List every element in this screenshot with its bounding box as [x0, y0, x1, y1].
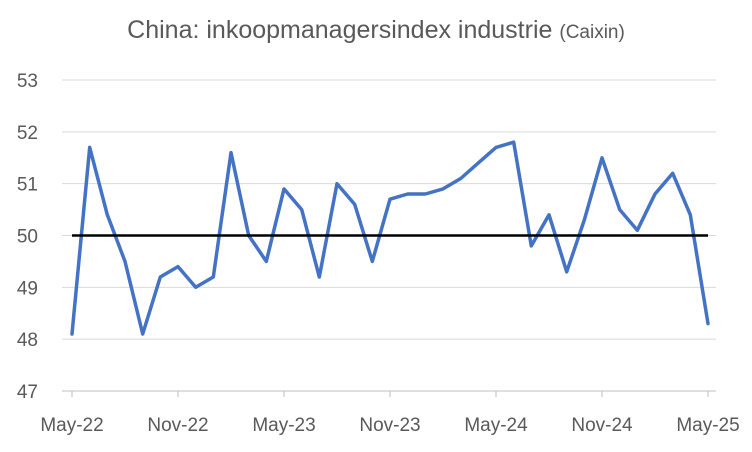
x-tick-label: May-25: [676, 415, 739, 436]
x-tick-label: May-23: [252, 415, 315, 436]
y-tick-label: 50: [17, 227, 38, 248]
x-tick-label: Nov-22: [147, 415, 208, 436]
chart-title: China: inkoopmanagersindex industrie (Ca…: [0, 16, 752, 45]
x-tick-label: Nov-23: [359, 415, 420, 436]
y-axis-ticks: 47 48 49 50 51 52 53: [17, 71, 38, 403]
y-tick-label: 47: [17, 382, 38, 403]
chart-title-main: China: inkoopmanagersindex industrie: [127, 16, 553, 44]
series-line: [70, 140, 710, 336]
y-tick-label: 52: [17, 123, 38, 144]
y-tick-label: 48: [17, 330, 38, 351]
x-tick-label: May-22: [40, 415, 103, 436]
x-axis-ticks: May-22 Nov-22 May-23 Nov-23 May-24 Nov-24 May-…: [40, 391, 740, 436]
y-tick-label: 51: [17, 175, 38, 196]
y-tick-label: 49: [17, 278, 38, 299]
chart-subtitle: (Caixin): [559, 22, 625, 43]
x-tick-label: May-24: [464, 415, 528, 436]
y-tick-label: 53: [17, 71, 38, 92]
x-tick-label: Nov-24: [571, 415, 633, 436]
series-pmi: [70, 140, 710, 336]
